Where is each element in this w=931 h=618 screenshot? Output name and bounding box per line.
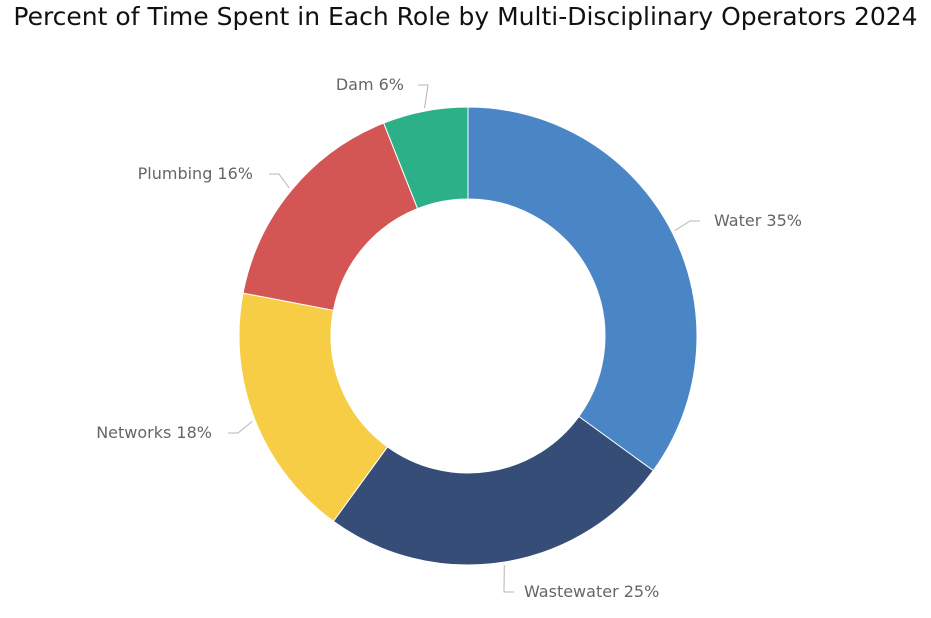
label-wastewater: Wastewater 25%: [524, 582, 659, 601]
chart-title: Percent of Time Spent in Each Role by Mu…: [13, 2, 918, 31]
slice-networks[interactable]: [238, 292, 389, 522]
leader-line-plumbing: [269, 173, 290, 189]
labels-group: Water 35% Wastewater 25% Networks 18% Plumb…: [96, 75, 802, 601]
slice-water[interactable]: [467, 106, 698, 472]
leader-line-dam: [418, 84, 429, 109]
slice-dam[interactable]: [383, 106, 469, 210]
slice-plumbing[interactable]: [242, 122, 419, 311]
label-dam: Dam 6%: [336, 75, 404, 94]
label-networks: Networks 18%: [96, 423, 212, 442]
label-plumbing: Plumbing 16%: [138, 164, 253, 183]
label-water: Water 35%: [714, 211, 802, 230]
leader-line-wastewater: [503, 565, 514, 593]
leader-line-water: [674, 220, 700, 232]
leader-line-networks: [228, 421, 253, 434]
slices-group: [238, 106, 698, 566]
leader-lines-group: [228, 84, 700, 593]
slice-wastewater[interactable]: [332, 415, 654, 566]
